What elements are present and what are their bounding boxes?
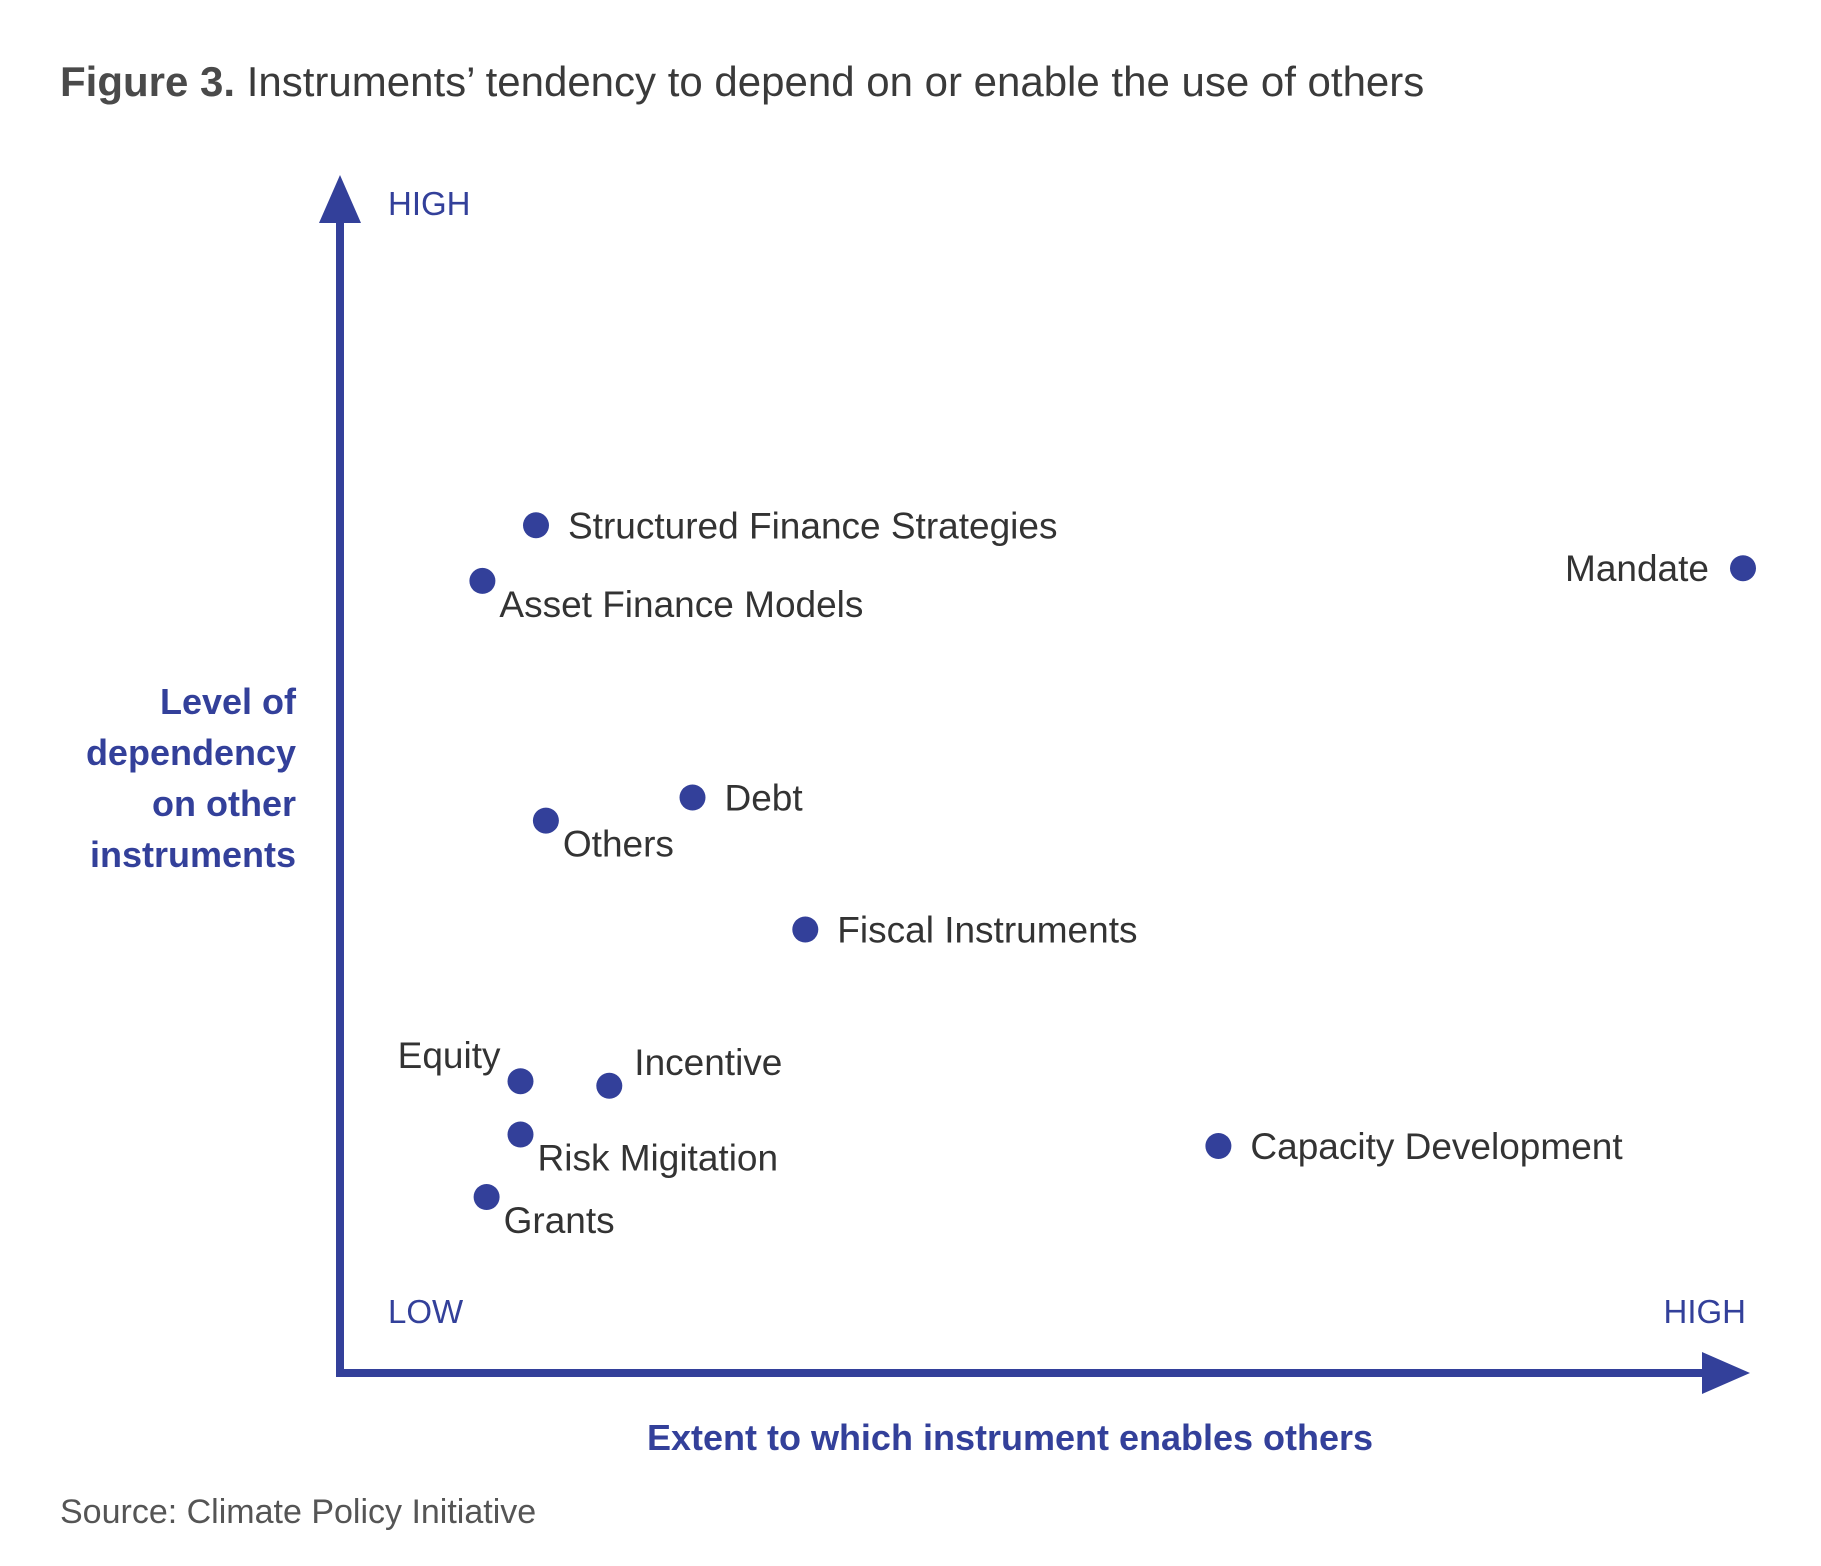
figure-title-text: Instruments’ tendency to depend on or en… bbox=[246, 58, 1425, 105]
data-point bbox=[532, 807, 559, 834]
data-point bbox=[507, 1068, 534, 1095]
data-point-label: Capacity Development bbox=[1250, 1126, 1623, 1167]
y-axis-high-label: HIGH bbox=[388, 185, 471, 222]
data-point bbox=[679, 784, 706, 811]
axes bbox=[319, 175, 1750, 1394]
source-note: Source: Climate Policy Initiative bbox=[60, 1493, 537, 1531]
data-point bbox=[596, 1072, 623, 1099]
y-axis-title-line: Level of bbox=[160, 681, 297, 722]
data-point-label: Asset Finance Models bbox=[499, 584, 863, 625]
data-point-label: Risk Migitation bbox=[538, 1138, 779, 1179]
data-point bbox=[469, 567, 496, 594]
x-axis-arrowhead bbox=[1702, 1352, 1750, 1394]
y-axis-arrowhead bbox=[319, 175, 361, 223]
data-point-label: Structured Finance Strategies bbox=[568, 505, 1057, 546]
data-point bbox=[1730, 555, 1756, 582]
x-axis-title: Extent to which instrument enables other… bbox=[647, 1417, 1373, 1458]
x-axis-low-label: LOW bbox=[388, 1293, 464, 1330]
y-axis-title: Level of dependency on other instruments bbox=[86, 681, 297, 875]
data-point-label: Grants bbox=[504, 1200, 615, 1241]
data-point-label: Fiscal Instruments bbox=[837, 910, 1137, 951]
data-point-label: Equity bbox=[398, 1035, 501, 1076]
y-axis-title-line: dependency bbox=[86, 732, 296, 773]
data-point bbox=[523, 512, 549, 539]
data-point-label: Incentive bbox=[634, 1042, 782, 1083]
data-point bbox=[792, 916, 819, 943]
data-point-label: Debt bbox=[725, 778, 804, 819]
data-point-label: Mandate bbox=[1565, 548, 1709, 589]
figure-number: Figure 3. bbox=[60, 58, 236, 105]
y-axis-title-line: on other bbox=[152, 783, 296, 824]
x-axis-high-label: HIGH bbox=[1664, 1293, 1747, 1330]
data-point-label: Others bbox=[563, 824, 674, 865]
data-point bbox=[473, 1184, 500, 1210]
y-axis-title-line: instruments bbox=[90, 834, 296, 875]
figure-title: Figure 3. Instruments’ tendency to depen… bbox=[60, 58, 1424, 106]
data-points: Structured Finance Strategies Asset Finan… bbox=[398, 505, 1756, 1241]
data-point bbox=[507, 1121, 534, 1148]
data-point bbox=[1205, 1133, 1232, 1159]
